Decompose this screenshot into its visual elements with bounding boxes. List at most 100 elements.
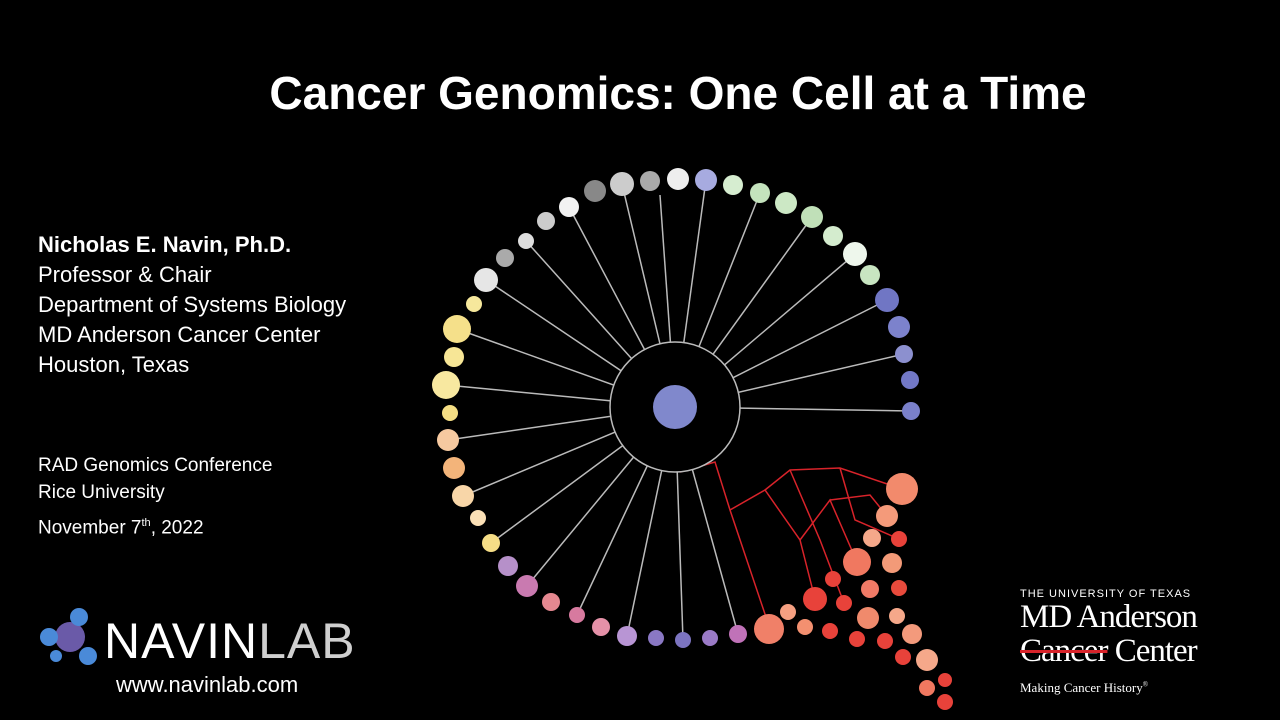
branch: [729, 489, 816, 600]
presenter-line: Houston, Texas: [38, 352, 190, 377]
icon-dot: [79, 647, 97, 665]
event-line: RAD Genomics Conference: [38, 455, 273, 476]
lab-url: www.navinlab.com: [116, 672, 299, 697]
leaf: [437, 429, 459, 451]
leaf: [498, 556, 518, 576]
leaf: [919, 680, 935, 696]
institution-logo: THE UNIVERSITY OF TEXAS MD Anderson Canc…: [1020, 588, 1198, 696]
tagline-text: Making Cancer History: [1020, 680, 1143, 695]
branch: [679, 461, 771, 630]
leaf: [617, 626, 637, 646]
event: RAD Genomics Conference Rice University …: [38, 452, 272, 541]
leaf: [496, 249, 514, 267]
branch: [764, 467, 903, 491]
presenter-line: MD Anderson Cancer Center: [38, 322, 321, 347]
navinlab-icon: [40, 608, 97, 665]
date-text: November 7: [38, 517, 142, 539]
leaf: [729, 625, 747, 643]
tagline-mark: ®: [1142, 680, 1149, 689]
date-suffix: th: [141, 517, 151, 529]
leaf: [466, 296, 482, 312]
icon-dot: [70, 608, 88, 626]
leaf: [857, 607, 879, 629]
leaf: [863, 529, 881, 547]
logo-struck: Cancer: [1020, 633, 1108, 669]
leaf: [803, 587, 827, 611]
leaf: [482, 534, 500, 552]
leaf: [780, 604, 796, 620]
leaf: [675, 632, 691, 648]
leaf: [836, 595, 852, 611]
leaf: [889, 608, 905, 624]
leaf: [861, 580, 879, 598]
event-line: Rice University: [38, 482, 165, 503]
leaf: [843, 548, 871, 576]
logo-center: Center: [1114, 633, 1198, 669]
leaf: [516, 575, 538, 597]
lab-wordmark: NAVINLAB: [104, 612, 356, 670]
presenter-line: Department of Systems Biology: [38, 292, 347, 317]
logo-line: Cancer Center: [1020, 633, 1198, 669]
logo-name: MD Anderson: [1020, 599, 1198, 635]
logo-top: THE UNIVERSITY OF TEXAS: [1020, 588, 1192, 600]
icon-dot: [55, 622, 85, 652]
leaf: [901, 371, 919, 389]
leaf: [875, 288, 899, 312]
leaf: [754, 614, 784, 644]
leaf: [902, 402, 920, 420]
logo-tagline: Making Cancer History®: [1020, 680, 1197, 696]
leaf: [888, 316, 910, 338]
leaves: [432, 168, 953, 710]
leaf: [542, 593, 560, 611]
leaf: [825, 571, 841, 587]
icon-dot: [40, 628, 58, 646]
leaf: [750, 183, 770, 203]
leaf: [723, 175, 743, 195]
leaf: [895, 345, 913, 363]
presenter-name: Nicholas E. Navin, Ph.D.: [38, 232, 292, 257]
leaf: [695, 169, 717, 191]
leaf: [877, 633, 893, 649]
wordmark-light: LAB: [258, 613, 356, 669]
leaf: [584, 180, 606, 202]
leaf: [474, 268, 498, 292]
leaf: [667, 168, 689, 190]
slide-title: Cancer Genomics: One Cell at a Time: [269, 67, 1087, 119]
leaf: [592, 618, 610, 636]
leaf: [937, 694, 953, 710]
presenter: Nicholas E. Navin, Ph.D. Professor & Cha…: [38, 230, 346, 380]
leaf: [822, 623, 838, 639]
leaf: [895, 649, 911, 665]
leaf: [775, 192, 797, 214]
leaf: [849, 631, 865, 647]
leaf: [916, 649, 938, 671]
leaf: [569, 607, 585, 623]
leaf: [797, 619, 813, 635]
leaf: [537, 212, 555, 230]
leaf: [610, 172, 634, 196]
leaf: [648, 630, 664, 646]
wordmark-bold: NAVIN: [104, 613, 259, 669]
icon-dot: [50, 650, 62, 662]
leaf: [518, 233, 534, 249]
root-node: [653, 385, 697, 429]
leaf: [443, 315, 471, 343]
leaf: [891, 580, 907, 596]
leaf: [876, 505, 898, 527]
red-branches: [679, 461, 903, 630]
branch: [839, 467, 900, 540]
leaf: [470, 510, 486, 526]
leaf: [442, 405, 458, 421]
leaf: [452, 485, 474, 507]
leaf: [891, 531, 907, 547]
leaf: [444, 347, 464, 367]
leaf: [886, 473, 918, 505]
leaf: [860, 265, 880, 285]
leaf: [823, 226, 843, 246]
leaf: [902, 624, 922, 644]
leaf: [882, 553, 902, 573]
leaf: [559, 197, 579, 217]
leaf: [843, 242, 867, 266]
